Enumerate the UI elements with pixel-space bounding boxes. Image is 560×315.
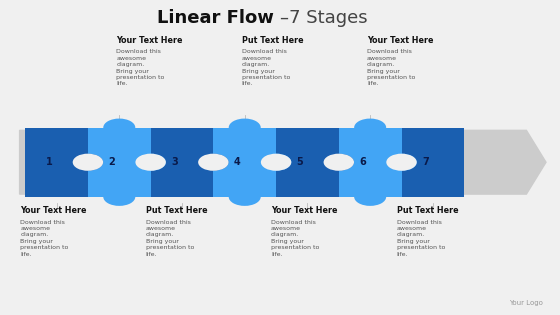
Circle shape: [324, 154, 354, 171]
Circle shape: [354, 188, 386, 206]
Text: Your Logo: Your Logo: [510, 300, 543, 306]
Text: 6: 6: [360, 157, 366, 167]
Text: 1: 1: [46, 157, 53, 167]
Bar: [151, 128, 213, 197]
Circle shape: [103, 118, 136, 137]
Circle shape: [73, 154, 103, 171]
Text: Put Text Here: Put Text Here: [146, 206, 207, 215]
Text: Download this
awesome
diagram.
Bring your
presentation to
life.: Download this awesome diagram. Bring you…: [146, 220, 194, 256]
Text: Linear Flow: Linear Flow: [157, 9, 280, 27]
Bar: [213, 128, 276, 197]
Bar: [25, 128, 88, 197]
Text: Your Text Here: Your Text Here: [116, 36, 183, 45]
Circle shape: [198, 154, 228, 171]
Polygon shape: [20, 130, 546, 194]
Text: Download this
awesome
diagram.
Bring your
presentation to
life.: Download this awesome diagram. Bring you…: [367, 49, 416, 86]
Circle shape: [198, 154, 228, 171]
Text: Your Text Here: Your Text Here: [367, 36, 433, 45]
Text: Download this
awesome
diagram.
Bring your
presentation to
life.: Download this awesome diagram. Bring you…: [396, 220, 445, 256]
Text: Download this
awesome
diagram.
Bring your
presentation to
life.: Download this awesome diagram. Bring you…: [116, 49, 165, 86]
Text: Your Text Here: Your Text Here: [271, 206, 338, 215]
Text: 5: 5: [297, 157, 304, 167]
Text: 3: 3: [171, 157, 178, 167]
Circle shape: [386, 154, 417, 171]
Text: 2: 2: [109, 157, 115, 167]
Bar: [339, 128, 402, 197]
Bar: [402, 128, 464, 197]
Bar: [276, 128, 339, 197]
Bar: [88, 128, 151, 197]
Text: Download this
awesome
diagram.
Bring your
presentation to
life.: Download this awesome diagram. Bring you…: [241, 49, 290, 86]
Circle shape: [228, 188, 261, 206]
Text: Download this
awesome
diagram.
Bring your
presentation to
life.: Download this awesome diagram. Bring you…: [271, 220, 319, 256]
Text: Download this
awesome
diagram.
Bring your
presentation to
life.: Download this awesome diagram. Bring you…: [20, 220, 68, 256]
Text: Put Text Here: Put Text Here: [241, 36, 303, 45]
Circle shape: [324, 154, 354, 171]
Circle shape: [261, 154, 291, 171]
Text: 4: 4: [234, 157, 241, 167]
Circle shape: [386, 154, 417, 171]
Text: Put Text Here: Put Text Here: [396, 206, 458, 215]
Circle shape: [103, 188, 136, 206]
Circle shape: [228, 118, 261, 137]
Text: –7 Stages: –7 Stages: [280, 9, 367, 27]
Circle shape: [354, 118, 386, 137]
Text: 7: 7: [422, 157, 429, 167]
Text: Your Text Here: Your Text Here: [20, 206, 87, 215]
Circle shape: [73, 154, 103, 171]
Circle shape: [136, 154, 166, 171]
Circle shape: [136, 154, 166, 171]
Circle shape: [261, 154, 291, 171]
